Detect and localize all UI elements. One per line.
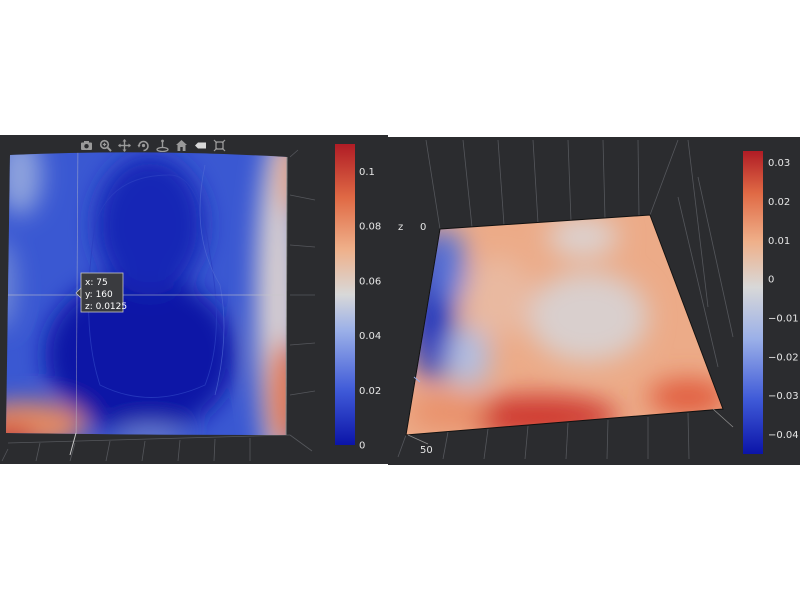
right-colorbar-ticks: 0.03 0.02 0.01 0 −0.01 −0.02 −0.03 −0.04 <box>768 158 799 441</box>
right-colorbar-tick-label: 0 <box>768 275 774 286</box>
left-surface-plot[interactable]: x: 75 y: 160 z: 0.0125 0 0.02 0.04 0.06 0.08… <box>0 135 388 464</box>
right-colorbar-tick-label: −0.01 <box>768 314 799 325</box>
right-surface-plot[interactable]: z 0 50 0.03 0.02 0.01 0 −0.01 −0.02 −0.03 −0.04 <box>388 137 800 465</box>
tooltip-y: y: 160 <box>85 290 113 300</box>
z-axis-tick: 0 <box>420 222 426 233</box>
left-colorbar-ticks: 0 0.02 0.04 0.06 0.08 0.1 <box>359 167 381 452</box>
left-colorbar <box>335 144 355 445</box>
left-colorbar-tick-label: 0.06 <box>359 276 381 287</box>
z-axis-title: z <box>398 222 403 233</box>
left-surface <box>6 152 287 436</box>
right-grid <box>397 139 734 460</box>
right-colorbar-tick-label: 0.02 <box>768 197 790 208</box>
turntable-icon[interactable] <box>156 139 169 152</box>
right-colorbar-tick-label: −0.02 <box>768 352 799 363</box>
home-icon[interactable] <box>175 139 188 152</box>
left-colorbar-tick-label: 0.1 <box>359 167 375 178</box>
right-colorbar-tick-label: 0.01 <box>768 236 790 247</box>
tooltip-x: x: 75 <box>85 278 108 288</box>
pan-icon[interactable] <box>118 138 131 152</box>
left-plot-panel: x: 75 y: 160 z: 0.0125 0 0.02 0.04 0.06 0.08… <box>0 135 388 464</box>
right-surface <box>406 215 723 435</box>
x-axis-tick: 50 <box>420 445 433 456</box>
right-colorbar-tick-label: −0.03 <box>768 391 799 402</box>
right-colorbar <box>743 151 763 454</box>
left-colorbar-tick-label: 0.04 <box>359 331 381 342</box>
left-grid <box>1 149 316 462</box>
hover-tooltip: x: 75 y: 160 z: 0.0125 <box>75 272 127 313</box>
reset-icon[interactable] <box>213 139 226 152</box>
right-colorbar-tick-label: −0.04 <box>768 430 799 441</box>
right-colorbar-tick-label: 0.03 <box>768 158 790 169</box>
left-colorbar-tick-label: 0 <box>359 441 365 452</box>
modebar <box>80 137 226 153</box>
left-colorbar-tick-label: 0.08 <box>359 222 381 233</box>
zoom-icon[interactable] <box>99 139 112 152</box>
orbit-icon[interactable] <box>137 139 150 152</box>
right-plot-panel: z 0 50 0.03 0.02 0.01 0 −0.01 −0.02 −0.03 −0.04 <box>388 137 800 465</box>
left-colorbar-tick-label: 0.02 <box>359 386 381 397</box>
hover-toggle-icon[interactable] <box>194 139 207 152</box>
camera-icon[interactable] <box>80 139 93 152</box>
tooltip-z: z: 0.0125 <box>85 302 127 312</box>
